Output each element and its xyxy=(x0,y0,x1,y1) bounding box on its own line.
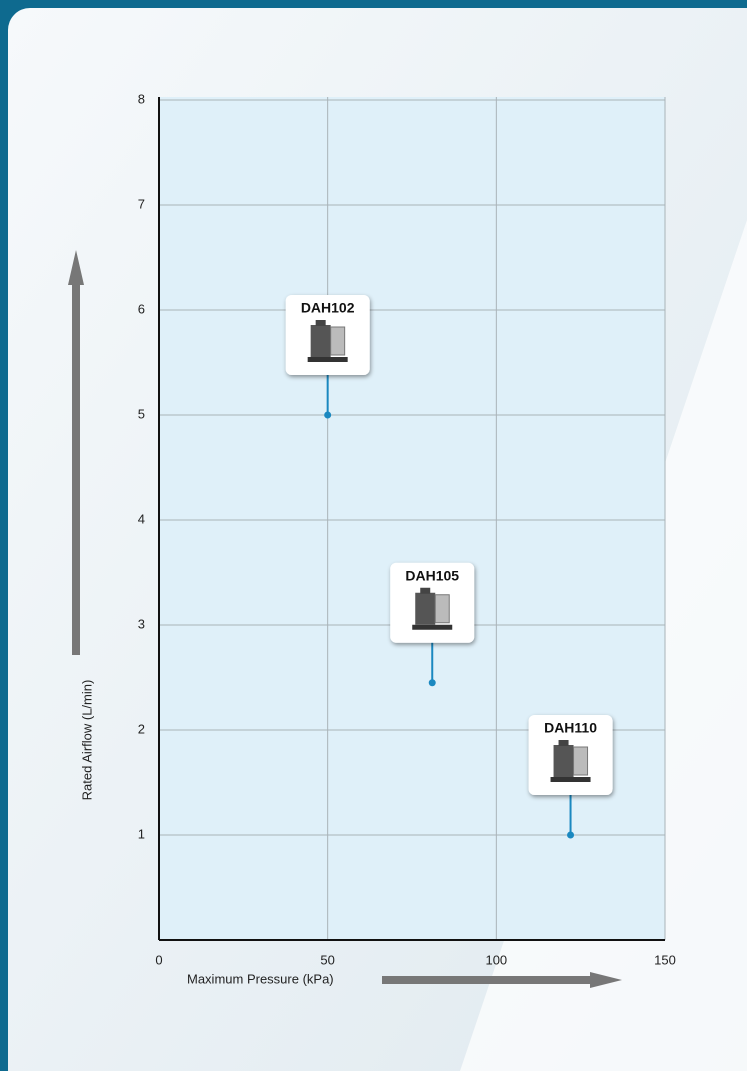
point xyxy=(324,412,331,419)
y-tick-label: 1 xyxy=(138,826,145,841)
x-tick-label: 50 xyxy=(320,952,334,967)
pump-head xyxy=(574,747,588,775)
y-tick-label: 7 xyxy=(138,196,145,211)
pump-head xyxy=(331,327,345,355)
pump-body xyxy=(554,745,574,777)
pump-base xyxy=(412,625,452,630)
point-label: DAH110 xyxy=(544,720,597,736)
y-axis-label: Rated Airflow (L/min) xyxy=(79,680,94,801)
pump-top xyxy=(559,740,569,746)
y-tick-label: 6 xyxy=(138,301,145,316)
y-tick-label: 3 xyxy=(138,616,145,631)
pump-top xyxy=(420,588,430,594)
point-label: DAH102 xyxy=(301,300,355,316)
point xyxy=(429,679,436,686)
x-tick-label: 100 xyxy=(485,952,507,967)
pump-body xyxy=(415,593,435,625)
y-tick-label: 5 xyxy=(138,406,145,421)
x-tick-label: 150 xyxy=(654,952,676,967)
pump-body xyxy=(311,325,331,357)
pump-base xyxy=(308,357,348,362)
x-axis-label: Maximum Pressure (kPa) xyxy=(187,971,334,986)
x-tick-label: 0 xyxy=(155,952,162,967)
y-tick-label: 8 xyxy=(138,91,145,106)
chart: Rated Airflow (L/min) Maximum Pressure (… xyxy=(0,0,747,1071)
point xyxy=(567,832,574,839)
y-tick-label: 2 xyxy=(138,721,145,736)
pump-base xyxy=(551,777,591,782)
plot-area xyxy=(159,97,665,940)
point-label: DAH105 xyxy=(405,567,459,583)
pump-top xyxy=(316,320,326,326)
pump-head xyxy=(435,595,449,623)
y-tick-label: 4 xyxy=(138,511,145,526)
